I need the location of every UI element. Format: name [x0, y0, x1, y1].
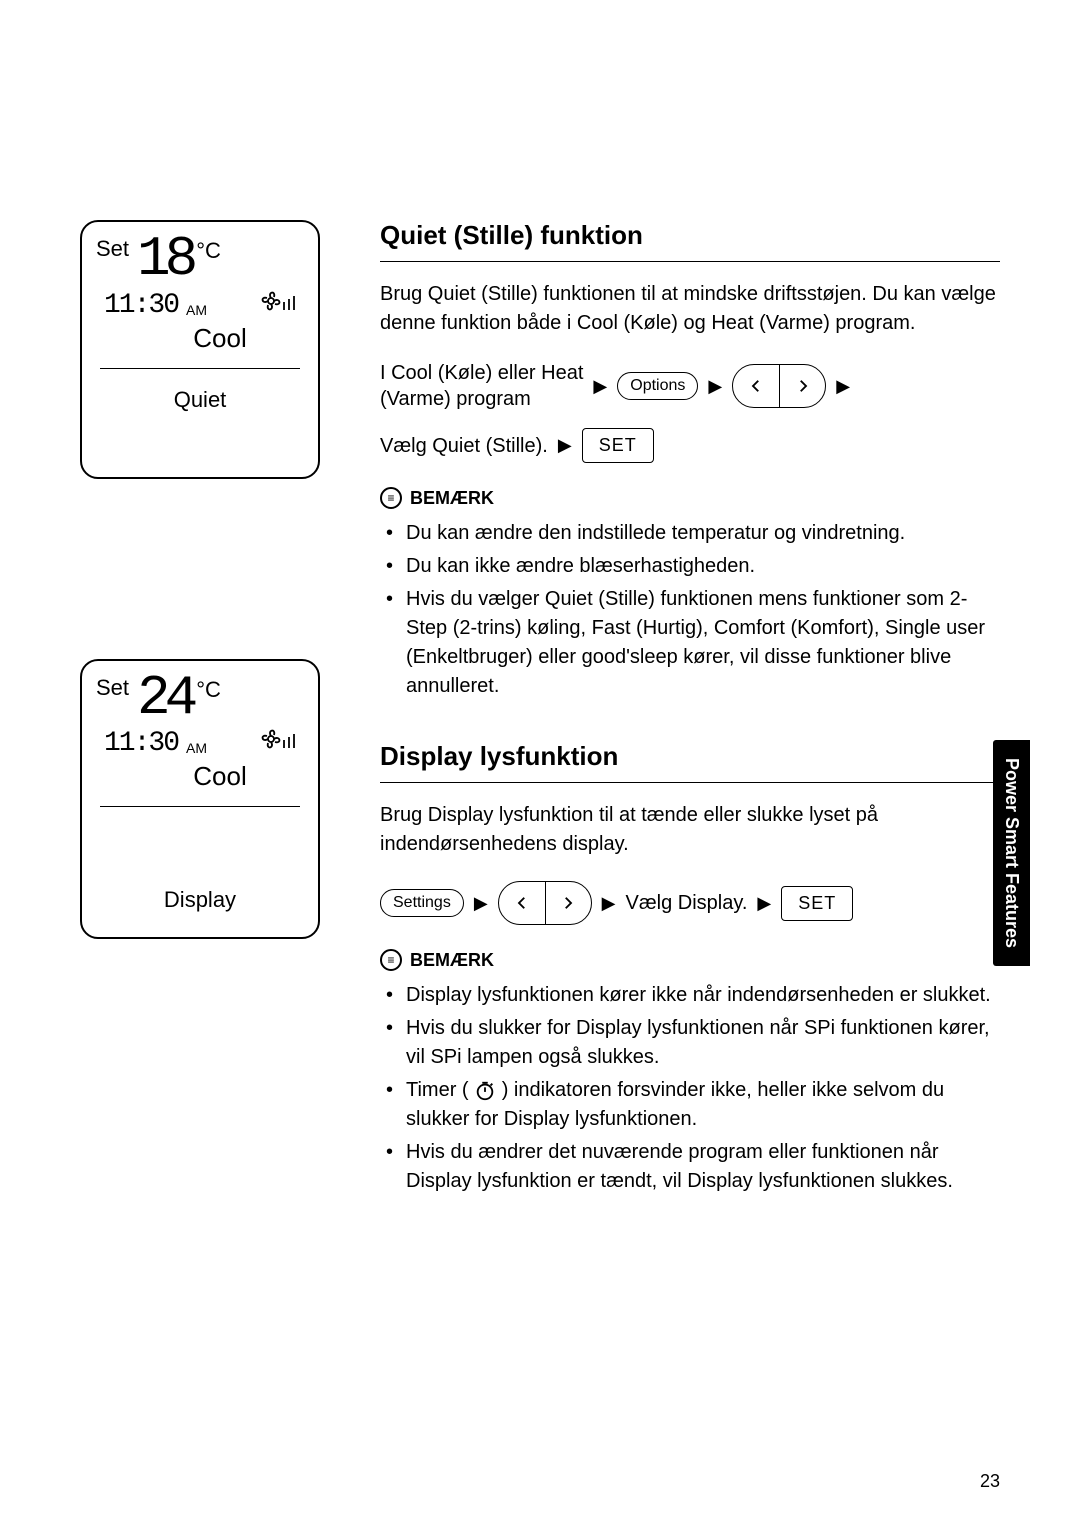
nav-right-icon[interactable] — [545, 882, 591, 924]
nav-buttons[interactable] — [732, 364, 826, 408]
arrow-icon: ▶ — [836, 376, 850, 397]
set-label: Set — [96, 675, 129, 701]
mode-label: Cool — [136, 761, 304, 792]
nav-buttons[interactable] — [498, 881, 592, 925]
page-number: 23 — [980, 1471, 1000, 1492]
temp-value: 24 — [137, 675, 192, 723]
section-heading-quiet: Quiet (Stille) funktion — [380, 220, 1000, 262]
arrow-icon: ▶ — [593, 376, 607, 397]
intro-text: Brug Display lysfunktion til at tænde el… — [380, 801, 1000, 859]
temp-unit: °C — [196, 238, 221, 264]
note-item: Hvis du slukker for Display lysfunktione… — [386, 1014, 1000, 1072]
function-label: Display — [96, 887, 304, 913]
intro-text: Brug Quiet (Stille) funktionen til at mi… — [380, 280, 1000, 338]
temp-value: 18 — [137, 236, 192, 284]
remote-display-quiet: Set 18 °C 11:30 AM Cool Quiet — [80, 220, 320, 479]
note-heading: ≡ BEMÆRK — [380, 949, 1000, 971]
side-tab: Power Smart Features — [993, 740, 1030, 966]
ampm-label: AM — [186, 740, 207, 756]
note-heading: ≡ BEMÆRK — [380, 487, 1000, 509]
note-item: Display lysfunktionen kører ikke når ind… — [386, 981, 1000, 1010]
divider — [100, 368, 300, 369]
mode-label: Cool — [136, 323, 304, 354]
note-label: BEMÆRK — [410, 488, 494, 509]
step-text: I Cool (Køle) eller Heat (Varme) program — [380, 360, 583, 412]
step-text: Vælg Display. — [626, 890, 748, 916]
arrow-icon: ▶ — [558, 435, 572, 456]
note-icon: ≡ — [380, 487, 402, 509]
settings-button[interactable]: Settings — [380, 889, 464, 917]
fan-icon — [258, 726, 298, 757]
note-label: BEMÆRK — [410, 950, 494, 971]
remote-display-display: Set 24 °C 11:30 AM Cool Display — [80, 659, 320, 940]
step-text: Vælg Quiet (Stille). — [380, 433, 548, 459]
arrow-icon: ▶ — [474, 893, 488, 914]
arrow-icon: ▶ — [757, 893, 771, 914]
note-item: Hvis du vælger Quiet (Stille) funktionen… — [386, 585, 1000, 701]
instruction-flow-display: Settings ▶ ▶ Vælg Display. ▶ SET — [380, 881, 1000, 925]
function-label: Quiet — [96, 387, 304, 413]
note-item: Timer ( ) indikatoren forsvinder ikke, h… — [386, 1076, 1000, 1134]
notes-list: Du kan ændre den indstillede temperatur … — [380, 519, 1000, 701]
instruction-flow-quiet: I Cool (Køle) eller Heat (Varme) program… — [380, 360, 1000, 412]
instruction-flow-quiet-2: Vælg Quiet (Stille). ▶ SET — [380, 428, 1000, 463]
note-item: Du kan ikke ændre blæserhastigheden. — [386, 552, 1000, 581]
fan-icon — [258, 288, 298, 319]
arrow-icon: ▶ — [602, 893, 616, 914]
divider — [100, 806, 300, 807]
temp-unit: °C — [196, 677, 221, 703]
set-button[interactable]: SET — [582, 428, 654, 463]
nav-left-icon[interactable] — [733, 365, 779, 407]
note-icon: ≡ — [380, 949, 402, 971]
ampm-label: AM — [186, 302, 207, 318]
timer-icon — [474, 1080, 496, 1102]
time-value: 11:30 — [104, 728, 178, 759]
nav-left-icon[interactable] — [499, 882, 545, 924]
time-value: 11:30 — [104, 290, 178, 321]
section-heading-display: Display lysfunktion — [380, 741, 1000, 783]
notes-list: Display lysfunktionen kører ikke når ind… — [380, 981, 1000, 1196]
note-item: Du kan ændre den indstillede temperatur … — [386, 519, 1000, 548]
arrow-icon: ▶ — [708, 376, 722, 397]
set-button[interactable]: SET — [781, 886, 853, 921]
set-label: Set — [96, 236, 129, 262]
note-item: Hvis du ændrer det nuværende program ell… — [386, 1138, 1000, 1196]
options-button[interactable]: Options — [617, 372, 698, 400]
nav-right-icon[interactable] — [779, 365, 825, 407]
